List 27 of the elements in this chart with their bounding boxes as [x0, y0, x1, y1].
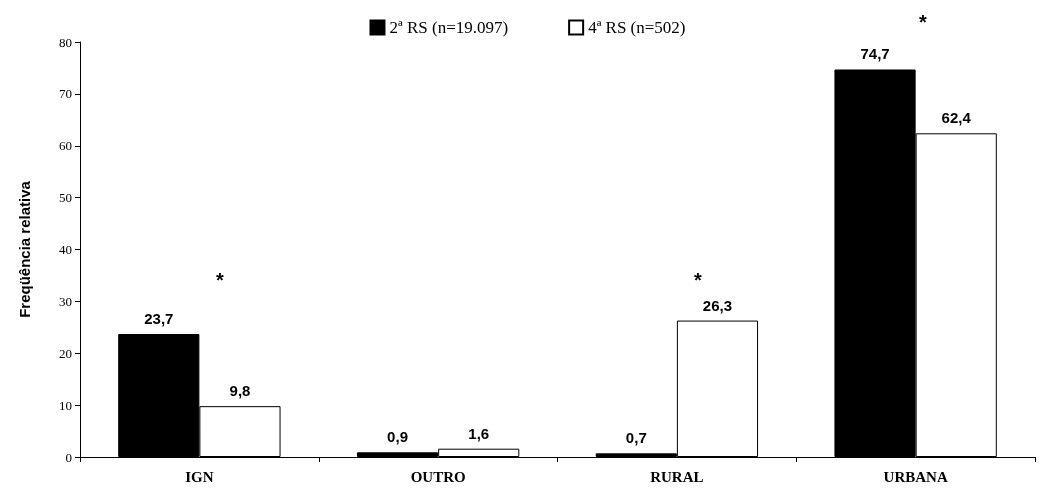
y-axis-title: Freqüência relativa: [16, 180, 33, 318]
annotation: *: [216, 269, 224, 291]
y-tick-label: 80: [59, 34, 72, 50]
y-tick-label: 40: [59, 242, 72, 257]
legend-label: 2ª RS (n=19.097): [389, 18, 509, 37]
x-tick-label: IGN: [185, 468, 214, 485]
data-label: 0,9: [387, 428, 408, 446]
y-tick-label: 30: [59, 293, 72, 309]
data-label: 62,4: [941, 109, 972, 127]
y-tick-label: 20: [59, 345, 72, 361]
data-label: 26,3: [702, 296, 733, 314]
data-label: 9,8: [229, 382, 251, 400]
data-label: 0,7: [625, 429, 647, 447]
annotation: *: [694, 269, 702, 291]
y-tick-label: 10: [59, 397, 72, 413]
data-label: 74,7: [860, 45, 890, 63]
x-tick-label: RURAL: [650, 468, 704, 485]
x-tick-label: OUTRO: [410, 468, 466, 485]
y-tick-label: 60: [59, 138, 72, 154]
data-label: 1,6: [468, 424, 490, 442]
y-tick-label: 50: [59, 190, 72, 206]
legend-label: 4ª RS (n=502): [588, 18, 686, 37]
x-tick-label: URBANA: [883, 468, 948, 485]
y-tick-label: 70: [59, 86, 72, 102]
data-label: 23,7: [144, 310, 174, 328]
y-tick-label: 0: [65, 449, 72, 465]
text: *: [919, 11, 927, 33]
